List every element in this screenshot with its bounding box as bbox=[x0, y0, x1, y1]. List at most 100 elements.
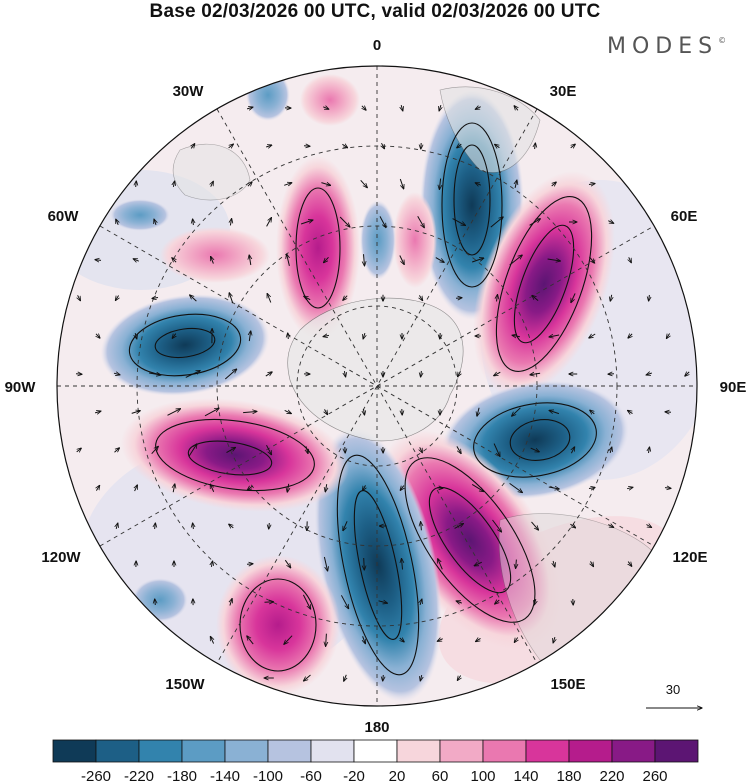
wind-vectors bbox=[75, 104, 689, 681]
wind-vector-arrow bbox=[529, 219, 541, 226]
wind-vector-arrow bbox=[530, 447, 540, 452]
wind-vector-arrow bbox=[304, 296, 311, 299]
wind-vector-arrow bbox=[324, 256, 329, 262]
wind-vector-arrow bbox=[477, 407, 479, 416]
colorbar-swatch bbox=[95, 739, 140, 763]
wind-vector-arrow bbox=[321, 183, 330, 186]
colorbar-tick-label: 20 bbox=[389, 768, 406, 783]
wind-vector-arrow bbox=[363, 636, 366, 643]
wind-vector-arrow bbox=[553, 560, 555, 567]
wind-vector-arrow bbox=[266, 444, 272, 455]
wind-vector-arrow bbox=[344, 674, 347, 681]
wind-vector-arrow bbox=[173, 181, 174, 188]
lon-label-150e: 150E bbox=[550, 676, 585, 693]
wind-vector-arrow bbox=[475, 183, 481, 185]
wind-vector-arrow bbox=[588, 184, 595, 185]
wind-vector-arrow bbox=[266, 145, 272, 147]
wind-vector-arrow bbox=[151, 446, 159, 455]
wind-vector-arrow bbox=[421, 370, 422, 377]
wind-vector-arrow bbox=[323, 556, 327, 571]
wind-vector-arrow bbox=[610, 447, 612, 454]
colorbar-swatch bbox=[181, 739, 226, 763]
negative-anomaly-south bbox=[314, 427, 442, 703]
wind-vector-arrow bbox=[172, 258, 176, 262]
wind-vector-arrow bbox=[325, 409, 328, 414]
lon-label-90w: 90W bbox=[5, 379, 37, 396]
wind-vector-arrow bbox=[456, 601, 462, 603]
wind-vector-arrow bbox=[155, 523, 156, 530]
wind-vector-arrow bbox=[230, 219, 231, 226]
wind-vector-arrow bbox=[549, 410, 560, 415]
wind-vector-arrow bbox=[339, 216, 350, 227]
wind-vector-arrow bbox=[514, 106, 518, 111]
wind-vector-arrow bbox=[378, 601, 388, 603]
wind-vector-arrow bbox=[78, 295, 81, 300]
wind-vector-arrow bbox=[173, 484, 175, 493]
wind-vector-arrow bbox=[494, 372, 501, 376]
wind-vector-arrow bbox=[417, 216, 425, 227]
wind-vector-arrow bbox=[190, 295, 197, 302]
arctic-land bbox=[287, 297, 464, 442]
wind-vector-arrow bbox=[420, 674, 421, 681]
wind-vector-arrow bbox=[135, 485, 138, 492]
wind-vector-arrow bbox=[591, 561, 594, 566]
wind-vector-arrow bbox=[472, 258, 484, 263]
wind-vector-arrow bbox=[226, 447, 236, 454]
wind-vector-arrow bbox=[439, 104, 441, 111]
wind-vector-arrow bbox=[362, 106, 366, 110]
wind-vector-arrow bbox=[548, 487, 559, 489]
wind-vector-arrow bbox=[211, 181, 214, 187]
wind-vector-arrow bbox=[421, 522, 422, 531]
colorbar-swatch bbox=[396, 739, 441, 763]
wind-vector-arrow bbox=[570, 144, 576, 148]
wind-vector-arrow bbox=[608, 525, 613, 528]
wind-vector-arrow bbox=[136, 181, 137, 188]
wind-vector-arrow bbox=[589, 256, 594, 263]
greenland-land bbox=[172, 143, 251, 201]
wind-vector-arrow bbox=[474, 561, 483, 566]
wind-vector-arrow bbox=[363, 332, 365, 339]
wind-vector-arrow bbox=[514, 637, 517, 643]
wind-vector-arrow bbox=[323, 335, 330, 336]
wind-vector-arrow bbox=[94, 411, 101, 413]
wind-vector-arrow bbox=[531, 521, 539, 530]
wind-vector-arrow bbox=[303, 146, 310, 147]
wind-vector-arrow bbox=[475, 107, 481, 110]
wind-vector-arrow bbox=[458, 371, 461, 376]
wind-vector-arrow bbox=[628, 334, 632, 338]
wind-vector-arrow bbox=[420, 599, 422, 606]
wind-vector-arrow bbox=[549, 335, 560, 337]
colorbar-tick-label: -260 bbox=[81, 768, 111, 783]
wind-vector-arrow bbox=[246, 564, 253, 565]
wind-vector-arrow bbox=[551, 182, 557, 186]
map-boundary bbox=[56, 65, 698, 707]
wind-vector-arrow bbox=[76, 448, 82, 452]
wind-vector-arrow bbox=[589, 333, 596, 338]
wind-vector-arrow bbox=[269, 522, 270, 529]
wind-vector-arrow bbox=[646, 525, 651, 528]
wind-vector-arrow bbox=[113, 373, 120, 375]
lon-label-60e: 60E bbox=[671, 208, 698, 225]
wind-vector-arrow bbox=[547, 259, 561, 261]
lon-label-180: 180 bbox=[364, 719, 389, 736]
wind-vector-arrow bbox=[649, 447, 650, 454]
wind-vector-arrow bbox=[96, 485, 99, 491]
lon-label-120w: 120W bbox=[41, 549, 81, 566]
wind-vector-arrow bbox=[249, 331, 250, 342]
wind-vector-arrow bbox=[340, 595, 348, 608]
wind-vector-arrow bbox=[626, 487, 633, 488]
wind-vector-arrow bbox=[419, 295, 422, 300]
wind-vector-arrow bbox=[246, 107, 253, 109]
positive-anomaly-southwest bbox=[216, 555, 340, 695]
wind-vector-arrow bbox=[363, 485, 366, 490]
wind-vector-arrow bbox=[364, 557, 365, 570]
wind-vector-arrow bbox=[230, 599, 232, 606]
colorbar-swatch bbox=[310, 739, 355, 763]
wind-vector-arrow bbox=[114, 448, 120, 453]
colorbar-tick-label: 140 bbox=[513, 768, 538, 783]
wind-vector-arrow bbox=[95, 260, 102, 261]
wind-vector-arrow bbox=[364, 254, 365, 266]
wind-vector-arrow bbox=[210, 484, 213, 493]
lon-label-60w: 60W bbox=[48, 208, 80, 225]
positive-anomaly-north-central bbox=[276, 156, 360, 340]
